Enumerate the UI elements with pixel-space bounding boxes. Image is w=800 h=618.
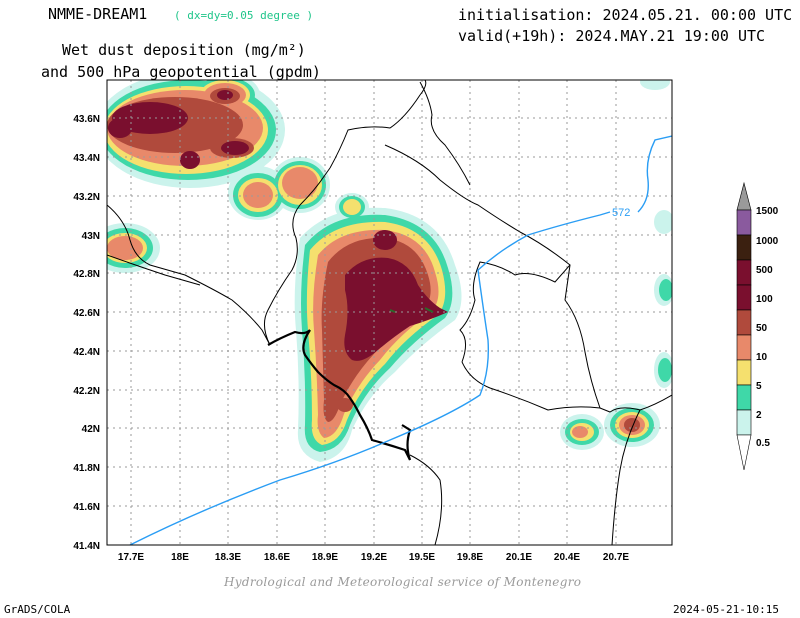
lon-tick: 18.6E xyxy=(264,552,290,563)
lat-tick: 43.2N xyxy=(73,192,100,203)
coastline xyxy=(267,329,412,461)
legend-swatch xyxy=(736,284,752,311)
lat-tick: 41.8N xyxy=(73,463,100,474)
lat-tick: 42.2N xyxy=(73,386,100,397)
lon-tick: 20.1E xyxy=(506,552,532,563)
lat-tick: 42.8N xyxy=(73,269,100,280)
map-title-line1: Wet dust deposition (mg/m²) xyxy=(62,41,306,59)
legend-swatch xyxy=(736,309,752,336)
legend-labels: 1500 1000 500 100 50 10 5 2 0.5 xyxy=(756,206,779,449)
map-gridlines xyxy=(107,80,672,545)
initialisation-time: initialisation: 2024.05.21. 00:00 UTC xyxy=(458,6,793,24)
lon-tick: 19.2E xyxy=(361,552,387,563)
lat-tick: 43.4N xyxy=(73,153,100,164)
legend-top-arrow xyxy=(736,181,752,211)
lon-tick: 18.9E xyxy=(312,552,338,563)
credit-line: Hydrological and Meteorological service … xyxy=(224,575,582,589)
legend-swatch xyxy=(736,234,752,261)
lat-tick: 41.6N xyxy=(73,502,100,513)
lat-tick: 43.6N xyxy=(73,114,100,125)
legend-colorbar xyxy=(736,181,752,471)
lon-tick: 20.7E xyxy=(603,552,629,563)
deposition-field xyxy=(107,80,672,462)
legend-swatch xyxy=(736,209,752,236)
legend-swatch xyxy=(736,384,752,411)
legend-label: 0.5 xyxy=(756,438,770,449)
legend-swatch xyxy=(736,359,752,386)
legend-bottom-arrow xyxy=(736,434,752,471)
map-frame xyxy=(106,79,673,546)
longitude-ticks: 17.7E 18E 18.3E 18.6E 18.9E 19.2E 19.5E … xyxy=(118,552,629,563)
legend-swatch xyxy=(736,409,752,436)
legend-label: 1000 xyxy=(756,236,779,247)
legend-label: 10 xyxy=(756,352,768,363)
model-name: NMME-DREAM1 xyxy=(48,5,148,23)
legend-label: 5 xyxy=(756,381,762,392)
lon-tick: 17.7E xyxy=(118,552,144,563)
legend-label: 2 xyxy=(756,410,762,421)
map-title-line2: and 500 hPa geopotential (gpdm) xyxy=(41,63,321,81)
lon-tick: 20.4E xyxy=(554,552,580,563)
lon-tick: 18E xyxy=(171,552,189,563)
lat-tick: 42.4N xyxy=(73,347,100,358)
legend-label: 50 xyxy=(756,323,768,334)
lon-tick: 19.8E xyxy=(457,552,483,563)
software-credit: GrADS/COLA xyxy=(4,603,71,616)
legend-swatch xyxy=(736,334,752,361)
legend-swatch xyxy=(736,259,752,286)
lat-tick: 41.4N xyxy=(73,541,100,552)
lon-tick: 19.5E xyxy=(409,552,435,563)
latitude-ticks: 43.6N 43.4N 43.2N 43N 42.8N 42.6N 42.4N … xyxy=(73,114,100,552)
lat-tick: 42N xyxy=(82,424,100,435)
lat-tick: 43N xyxy=(82,231,100,242)
lake-marks xyxy=(389,307,434,313)
valid-time: valid(+19h): 2024.MAY.21 19:00 UTC xyxy=(458,27,766,45)
country-borders xyxy=(107,80,672,545)
lat-tick: 42.6N xyxy=(73,308,100,319)
generation-timestamp: 2024-05-21-10:15 xyxy=(673,603,779,616)
contour-label: 572 xyxy=(612,207,630,219)
geopotential-contour xyxy=(129,135,672,545)
legend-label: 500 xyxy=(756,265,773,276)
resolution-note: ( dx=dy=0.05 degree ) xyxy=(174,9,314,22)
legend-label: 100 xyxy=(756,294,773,305)
lon-tick: 18.3E xyxy=(215,552,241,563)
legend-label: 1500 xyxy=(756,206,779,217)
